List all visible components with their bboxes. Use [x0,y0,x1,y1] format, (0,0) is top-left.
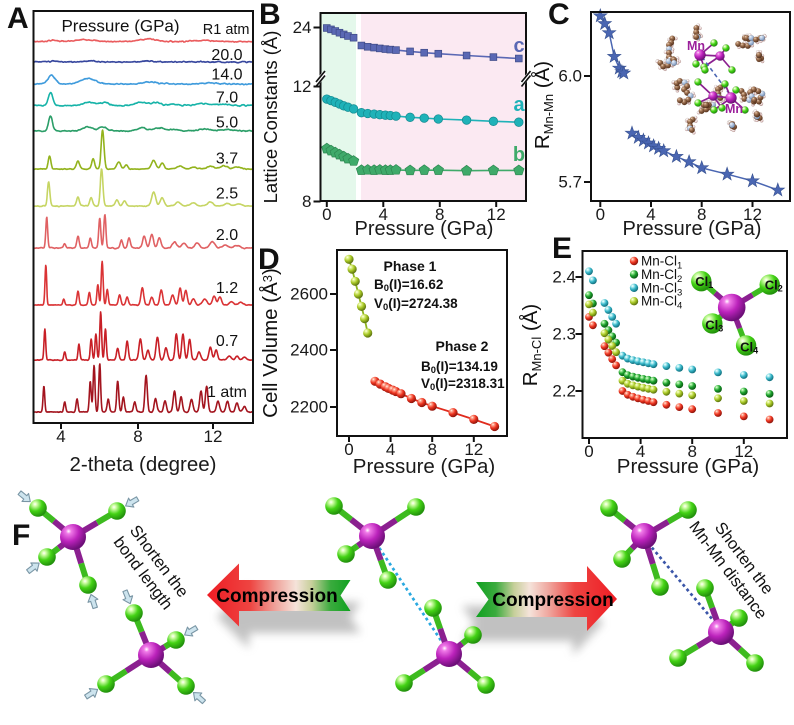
svg-text:Pressure (GPa): Pressure (GPa) [355,218,494,240]
svg-text:2.0: 2.0 [216,227,238,244]
svg-text:14.0: 14.0 [211,67,242,84]
svg-text:6.0: 6.0 [558,67,582,86]
svg-text:0: 0 [584,442,593,461]
svg-text:24: 24 [293,18,312,37]
svg-text:F: F [12,519,30,552]
svg-text:2.2: 2.2 [552,382,576,401]
svg-text:Pressure (GPa): Pressure (GPa) [617,455,759,478]
svg-text:b: b [513,144,525,166]
svg-text:12: 12 [204,427,223,446]
svg-text:20.0: 20.0 [211,47,242,64]
svg-text:4: 4 [56,427,65,446]
svg-text:2600: 2600 [290,285,328,304]
svg-text:Pressure (GPa): Pressure (GPa) [353,455,495,478]
svg-text:Pressure (GPa): Pressure (GPa) [61,17,179,36]
svg-text:8: 8 [133,427,142,446]
svg-text:2.4: 2.4 [552,268,576,287]
svg-text:5.7: 5.7 [558,173,582,192]
svg-text:c: c [513,35,524,57]
svg-text:Phase 2: Phase 2 [436,338,489,354]
svg-text:2.3: 2.3 [552,325,576,344]
svg-text:E: E [552,232,572,265]
svg-text:1 atm: 1 atm [207,384,247,401]
svg-text:0.7: 0.7 [216,333,238,350]
svg-text:0: 0 [322,205,331,224]
svg-text:Cell Volume (Å3): Cell Volume (Å3) [259,268,282,418]
svg-text:2400: 2400 [290,341,328,360]
svg-text:2-theta (degree): 2-theta (degree) [69,453,216,476]
svg-text:Compression: Compression [216,586,337,607]
svg-text:Phase 1: Phase 1 [384,258,437,274]
svg-text:Pressure (GPa): Pressure (GPa) [623,218,762,240]
svg-text:Mn: Mn [687,39,705,53]
svg-text:a: a [513,94,525,116]
svg-text:1.2: 1.2 [216,280,238,297]
svg-text:Compression: Compression [492,590,613,611]
svg-text:A: A [7,2,29,35]
svg-text:7.0: 7.0 [216,90,238,107]
svg-text:5.0: 5.0 [216,115,238,132]
svg-text:12: 12 [293,77,312,96]
svg-text:2200: 2200 [290,398,328,417]
svg-text:2.5: 2.5 [216,186,238,203]
svg-text:Mn: Mn [725,102,743,116]
svg-text:0: 0 [596,205,605,224]
svg-text:8: 8 [302,192,311,211]
svg-text:Lattice Constants (Å): Lattice Constants (Å) [260,31,281,204]
svg-text:3.7: 3.7 [216,151,238,168]
svg-text:R1 atm: R1 atm [203,22,250,38]
svg-text:C: C [548,0,570,31]
svg-text:B: B [259,0,281,31]
